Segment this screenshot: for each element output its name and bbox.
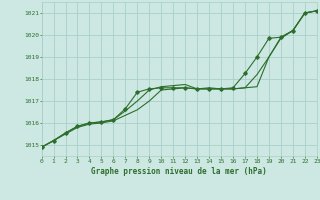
X-axis label: Graphe pression niveau de la mer (hPa): Graphe pression niveau de la mer (hPa) bbox=[91, 167, 267, 176]
